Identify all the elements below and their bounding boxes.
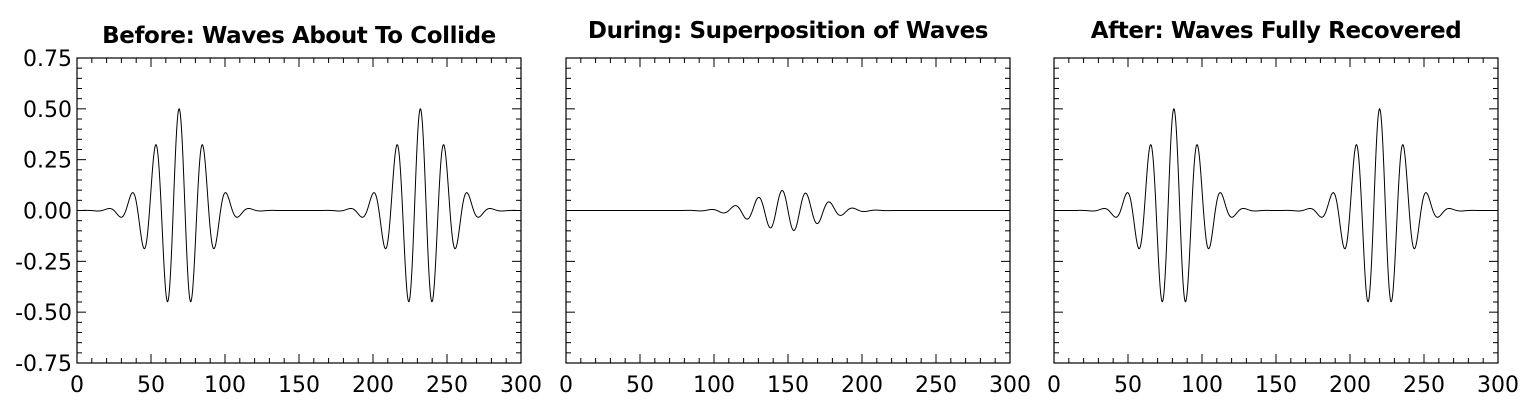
x-tick-label: 50 [137, 373, 165, 398]
chart-title: After: Waves Fully Recovered [1091, 18, 1462, 44]
x-tick-label: 100 [1181, 373, 1223, 398]
x-tick-label: 200 [352, 373, 394, 398]
y-tick-label: 0.25 [23, 149, 72, 174]
chart-title: During: Superposition of Waves [588, 18, 988, 44]
x-tick-label: 50 [1114, 373, 1142, 398]
x-tick-label: 200 [841, 373, 883, 398]
x-tick-label: 250 [915, 373, 957, 398]
x-tick-label: 150 [278, 373, 320, 398]
x-tick-label: 300 [989, 373, 1031, 398]
x-tick-label: 250 [1403, 373, 1445, 398]
x-tick-label: 200 [1329, 373, 1371, 398]
x-tick-label: 300 [1477, 373, 1519, 398]
panel-3: After: Waves Fully Recovered 0 50 100 150 200… [1047, 18, 1519, 398]
x-tick-label: 0 [1047, 373, 1061, 398]
y-tick-label: 0.75 [23, 47, 72, 72]
x-tick-label: 0 [559, 373, 573, 398]
panel-2: During: Superposition of Waves 0 50 100 150 2… [559, 18, 1031, 398]
x-tick-label: 250 [426, 373, 468, 398]
wave-series-line [1054, 107, 1498, 303]
x-tick-label: 50 [626, 373, 654, 398]
x-tick-label: 150 [767, 373, 809, 398]
chart-title: Before: Waves About To Collide [102, 23, 496, 49]
x-tick-label: 300 [500, 373, 542, 398]
x-tick-label: 0 [70, 373, 84, 398]
y-tick-label: -0.50 [15, 301, 72, 326]
y-tick-label: 0.50 [23, 98, 72, 123]
x-tick-label: 100 [204, 373, 246, 398]
y-tick-label: 0.00 [23, 200, 72, 225]
wave-series-line [566, 190, 1010, 231]
wave-series-line [77, 107, 521, 303]
panel-1: Before: Waves About To Collide 0 50 100 150 2… [15, 23, 542, 398]
x-tick-label: 100 [693, 373, 735, 398]
x-tick-label: 150 [1255, 373, 1297, 398]
y-tick-label: -0.75 [15, 352, 72, 377]
y-tick-label: -0.25 [15, 250, 72, 275]
